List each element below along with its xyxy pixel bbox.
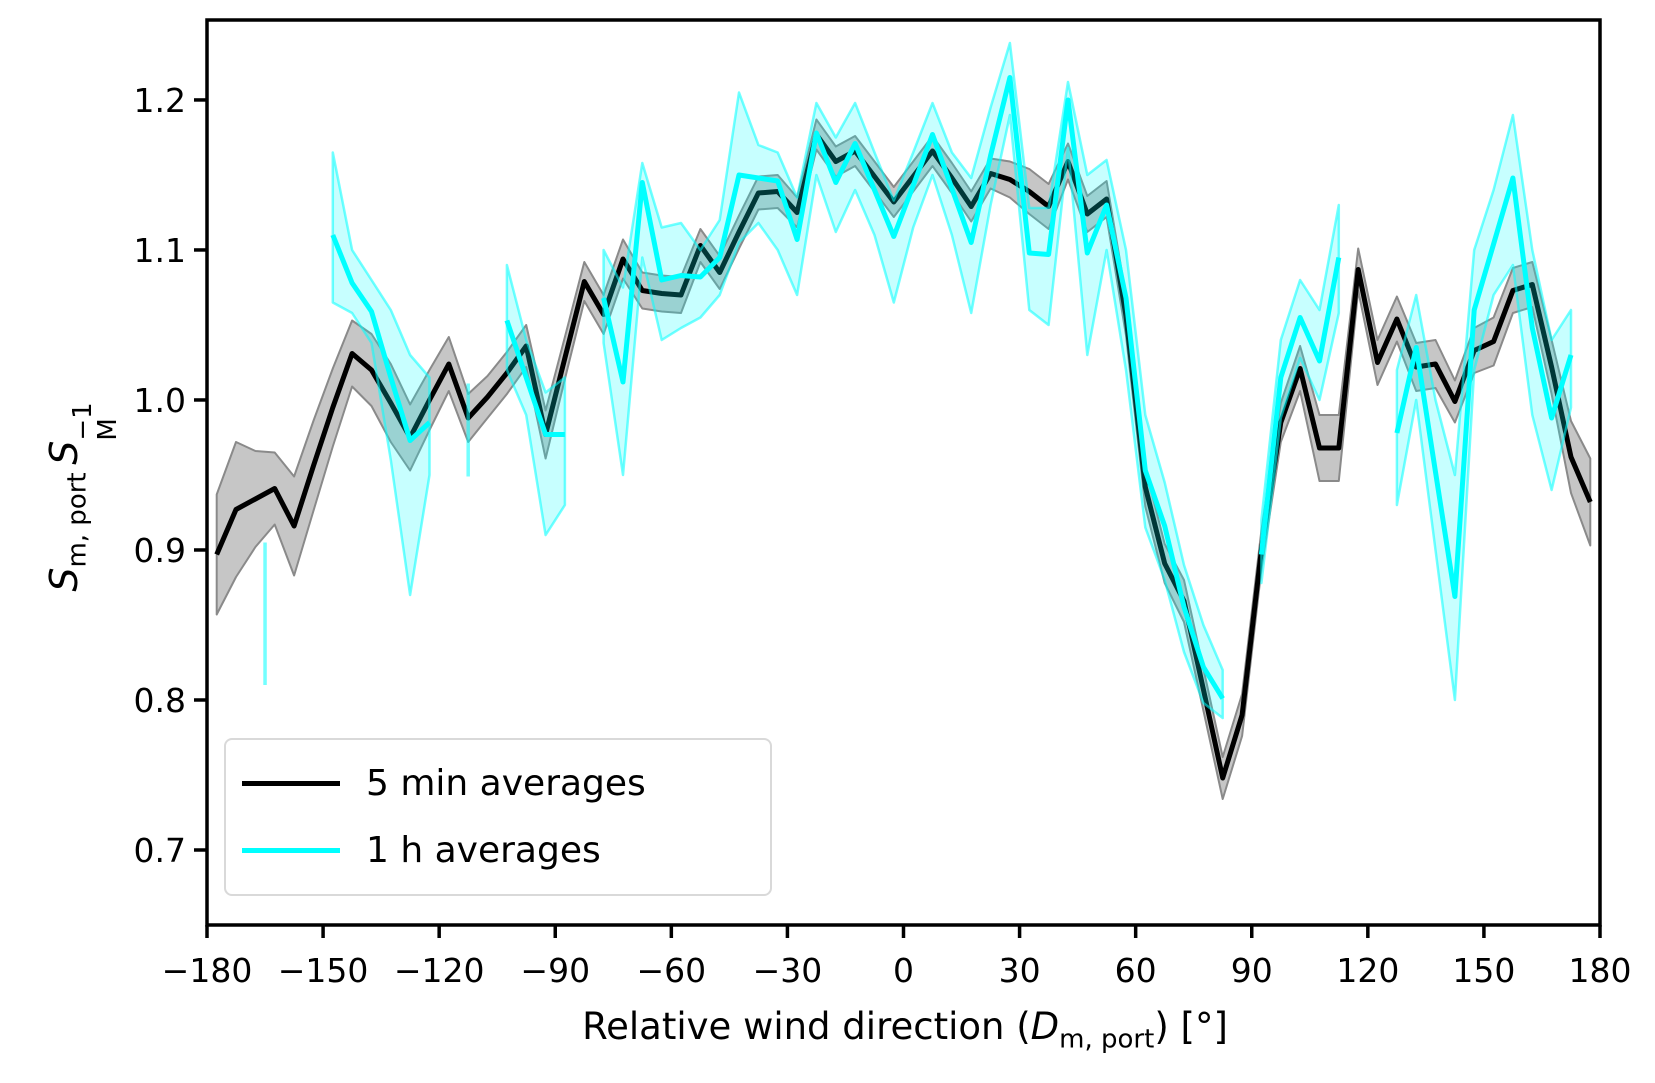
- series-1h-error-band: [331, 41, 1573, 720]
- x-axis-label: Relative wind direction (Dm, port) [°]: [400, 1005, 1410, 1054]
- x-label-subscript: m, port: [1059, 1024, 1155, 1055]
- x-label-post: ) [°]: [1154, 1005, 1228, 1048]
- legend-entry-5min: 5 min averages: [242, 762, 770, 804]
- y-axis-label: Sm, port S −1 M: [42, 267, 123, 727]
- legend-label-1h: 1 h averages: [366, 829, 601, 871]
- y-tick-label: 0.9: [134, 531, 186, 570]
- x-tick-label: 0: [893, 951, 914, 990]
- x-tick-label: 120: [1336, 951, 1399, 990]
- legend-line-sample-5min: [242, 781, 340, 786]
- x-tick-label: −150: [278, 951, 369, 990]
- y-label-superscript-2: −1: [68, 402, 98, 441]
- y-label-stack: −1 M: [68, 402, 123, 441]
- legend-label-5min: 5 min averages: [366, 762, 646, 804]
- legend-line-sample-1h: [242, 848, 340, 853]
- y-label-symbol-2: S: [42, 440, 86, 465]
- series-1h-line: [330, 75, 1574, 700]
- x-label-pre: Relative wind direction (: [582, 1005, 1031, 1048]
- x-tick-label: 150: [1452, 951, 1515, 990]
- x-tick-label: 90: [1231, 951, 1273, 990]
- x-tick-label: 180: [1569, 951, 1632, 990]
- y-label-subscript-2: M: [92, 418, 123, 441]
- y-tick-label: 1.1: [134, 231, 186, 270]
- x-tick-label: −180: [162, 951, 253, 990]
- y-tick-label: 1.2: [134, 81, 186, 120]
- legend-box: 5 min averages 1 h averages: [224, 738, 772, 896]
- x-label-symbol: D: [1030, 1005, 1060, 1048]
- x-tick-label: −90: [520, 951, 590, 990]
- x-tick-label: −120: [394, 951, 485, 990]
- x-tick-label: −60: [637, 951, 707, 990]
- y-label-symbol-1: S: [42, 567, 86, 592]
- y-label-subscript-1: m, port: [62, 472, 93, 568]
- y-tick-label: 0.8: [134, 681, 186, 720]
- y-tick-label: 0.7: [134, 831, 186, 870]
- x-tick-label: 30: [999, 951, 1041, 990]
- y-tick-label: 1.0: [134, 381, 186, 420]
- x-tick-label: 60: [1115, 951, 1157, 990]
- x-tick-label: −30: [753, 951, 823, 990]
- series-5min-line: [214, 132, 1593, 781]
- legend-entry-1h: 1 h averages: [242, 829, 770, 871]
